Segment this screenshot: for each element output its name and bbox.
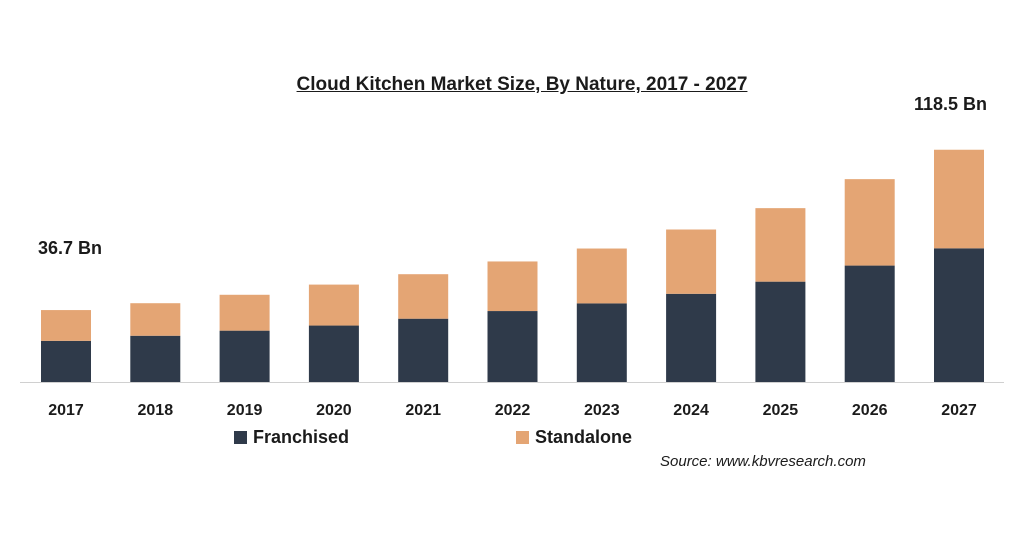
bar-standalone-2020 xyxy=(308,284,359,326)
bar-standalone-2018 xyxy=(130,303,181,336)
bar-franchised-2026 xyxy=(844,265,895,382)
legend-item-franchised: Franchised xyxy=(234,426,349,448)
bar-franchised-2025 xyxy=(755,281,806,382)
bar-franchised-2018 xyxy=(130,335,181,382)
bar-franchised-2017 xyxy=(41,340,91,382)
x-tick-label-2018: 2018 xyxy=(138,402,174,419)
x-tick-label-2019: 2019 xyxy=(227,402,263,419)
bar-franchised-2022 xyxy=(487,311,538,382)
x-tick-label-2023: 2023 xyxy=(584,402,620,419)
bar-standalone-2017 xyxy=(41,310,91,341)
legend-swatch-standalone xyxy=(516,430,529,444)
legend-item-standalone: Standalone xyxy=(516,426,632,448)
bar-franchised-2021 xyxy=(398,318,449,382)
chart-title: Cloud Kitchen Market Size, By Nature, 20… xyxy=(296,74,748,95)
legend-label-standalone: Standalone xyxy=(535,426,633,447)
bar-standalone-2027 xyxy=(934,149,984,249)
x-tick-label-2025: 2025 xyxy=(763,402,799,419)
x-tick-label-2020: 2020 xyxy=(316,402,352,419)
source-note: Source: www.kbvresearch.com xyxy=(660,453,866,470)
bar-standalone-2025 xyxy=(755,208,806,282)
bar-standalone-2026 xyxy=(844,179,895,266)
bar-standalone-2022 xyxy=(487,261,538,312)
callout-2017-total: 36.7 Bn xyxy=(38,238,103,258)
bar-standalone-2023 xyxy=(576,248,627,304)
bar-franchised-2024 xyxy=(666,293,717,382)
legend-label-franchised: Franchised xyxy=(253,426,350,447)
bar-franchised-2027 xyxy=(934,248,984,382)
x-tick-label-2026: 2026 xyxy=(852,402,888,419)
legend-swatch-franchised xyxy=(234,430,247,444)
bar-standalone-2019 xyxy=(219,294,270,331)
x-tick-label-2024: 2024 xyxy=(673,402,709,419)
x-tick-label-2021: 2021 xyxy=(405,402,441,419)
bar-franchised-2019 xyxy=(219,330,270,382)
callout-2027-total: 118.5 Bn xyxy=(914,94,988,114)
x-tick-label-2022: 2022 xyxy=(495,402,531,419)
x-tick-label-2017: 2017 xyxy=(48,402,84,419)
bar-franchised-2020 xyxy=(308,325,359,382)
bar-standalone-2024 xyxy=(666,229,717,294)
x-tick-label-2027: 2027 xyxy=(941,402,977,419)
bar-franchised-2023 xyxy=(576,303,627,382)
bar-standalone-2021 xyxy=(398,274,449,319)
